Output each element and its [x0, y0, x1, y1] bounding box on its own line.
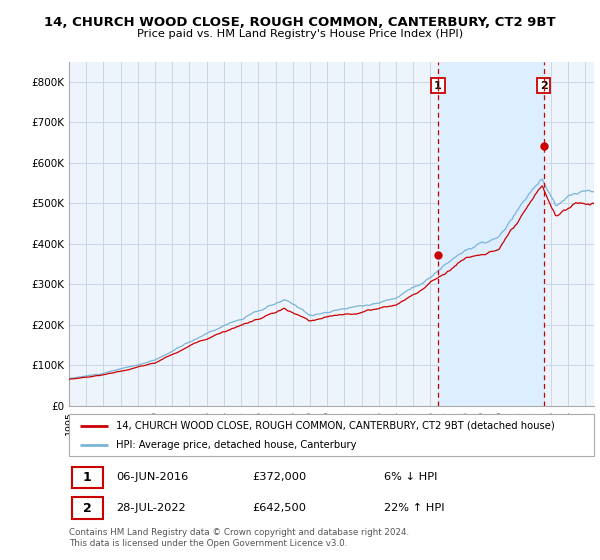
Text: Contains HM Land Registry data © Crown copyright and database right 2024.
This d: Contains HM Land Registry data © Crown c… [69, 528, 409, 548]
Bar [71, 466, 103, 488]
Text: 22% ↑ HPI: 22% ↑ HPI [384, 503, 445, 513]
Bar [71, 497, 103, 519]
Text: 14, CHURCH WOOD CLOSE, ROUGH COMMON, CANTERBURY, CT2 9BT (detached house): 14, CHURCH WOOD CLOSE, ROUGH COMMON, CAN… [116, 421, 555, 431]
Text: 1: 1 [434, 81, 442, 91]
Bar [438, 62, 544, 406]
Text: 28-JUL-2022: 28-JUL-2022 [116, 503, 186, 513]
Text: 2: 2 [83, 502, 92, 515]
Text: 14, CHURCH WOOD CLOSE, ROUGH COMMON, CANTERBURY, CT2 9BT: 14, CHURCH WOOD CLOSE, ROUGH COMMON, CAN… [44, 16, 556, 29]
Text: HPI: Average price, detached house, Canterbury: HPI: Average price, detached house, Cant… [116, 440, 357, 450]
Text: Price paid vs. HM Land Registry's House Price Index (HPI): Price paid vs. HM Land Registry's House … [137, 29, 463, 39]
Text: 2: 2 [539, 81, 547, 91]
Text: 06-JUN-2016: 06-JUN-2016 [116, 473, 188, 482]
Text: 1: 1 [83, 471, 92, 484]
Text: 6% ↓ HPI: 6% ↓ HPI [384, 473, 437, 482]
Text: £642,500: £642,500 [253, 503, 307, 513]
Text: £372,000: £372,000 [253, 473, 307, 482]
